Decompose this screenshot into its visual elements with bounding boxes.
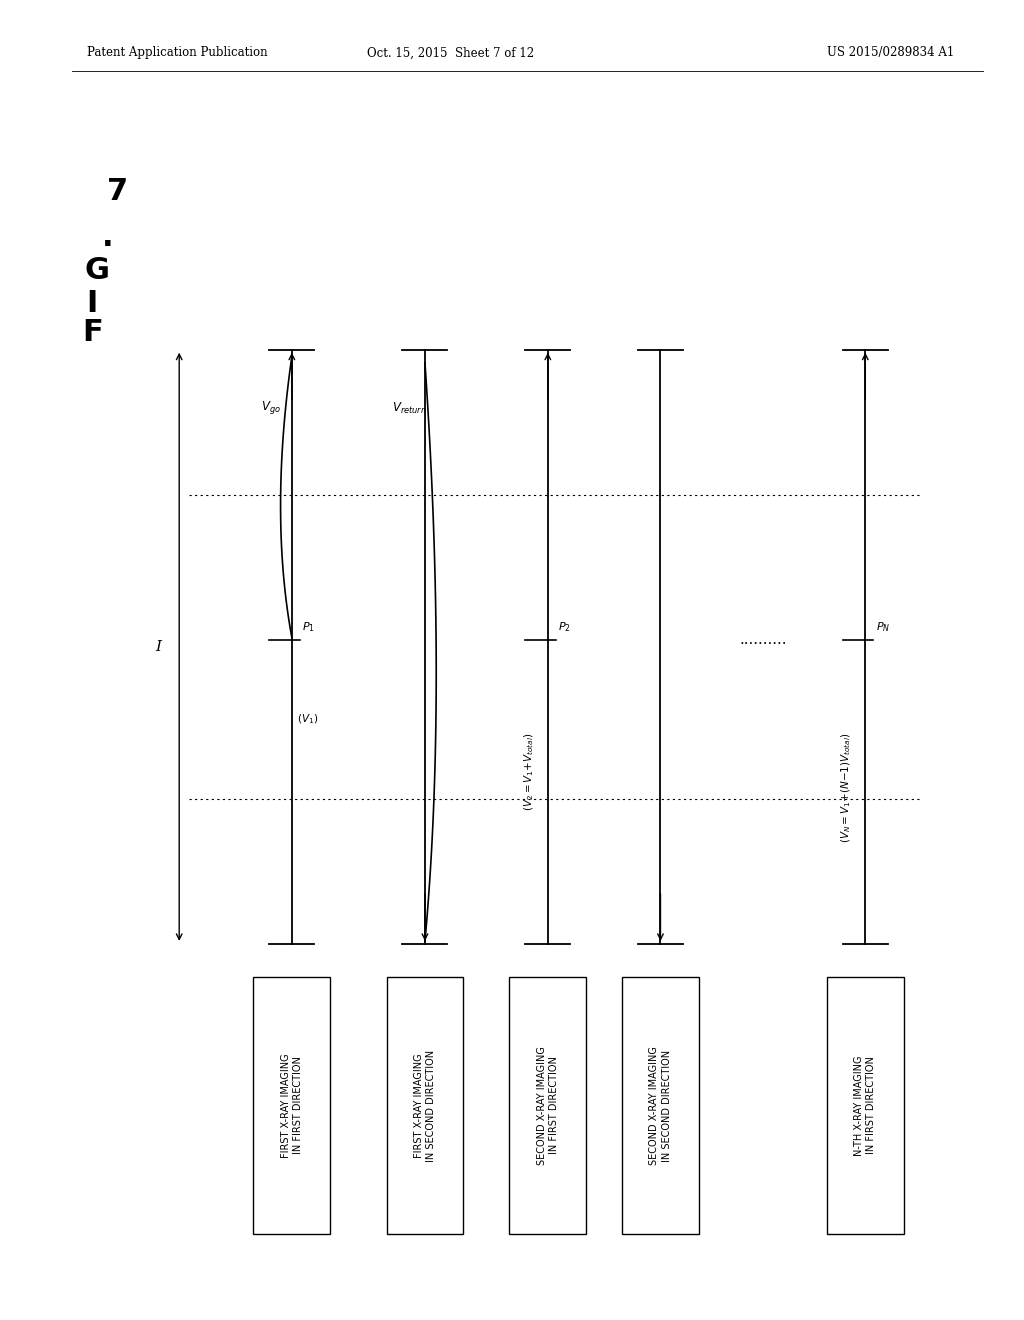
- Text: F: F: [82, 318, 102, 347]
- Text: $V_{go}$: $V_{go}$: [261, 399, 282, 416]
- Bar: [510, 977, 586, 1234]
- Text: $(V_1)$: $(V_1)$: [297, 713, 318, 726]
- Text: G: G: [85, 256, 110, 285]
- Text: $V_{return}$: $V_{return}$: [392, 401, 427, 416]
- Text: $(V_2{=}V_1{+}V_{total})$: $(V_2{=}V_1{+}V_{total})$: [522, 733, 536, 812]
- Text: US 2015/0289834 A1: US 2015/0289834 A1: [827, 46, 954, 59]
- Bar: [623, 977, 698, 1234]
- Text: $P_N$: $P_N$: [876, 620, 890, 634]
- Text: .: .: [101, 223, 114, 252]
- Text: Patent Application Publication: Patent Application Publication: [87, 46, 267, 59]
- Bar: [827, 977, 903, 1234]
- Text: Oct. 15, 2015  Sheet 7 of 12: Oct. 15, 2015 Sheet 7 of 12: [367, 46, 535, 59]
- Text: 7: 7: [108, 177, 128, 206]
- Text: SECOND X-RAY IMAGING
IN FIRST DIRECTION: SECOND X-RAY IMAGING IN FIRST DIRECTION: [537, 1045, 559, 1166]
- Text: $P_1$: $P_1$: [302, 620, 315, 634]
- Text: SECOND X-RAY IMAGING
IN SECOND DIRECTION: SECOND X-RAY IMAGING IN SECOND DIRECTION: [649, 1045, 672, 1166]
- Text: $P_2$: $P_2$: [558, 620, 571, 634]
- Bar: [253, 977, 330, 1234]
- Text: $(V_N{=}V_1{+}(N{-}1)V_{total})$: $(V_N{=}V_1{+}(N{-}1)V_{total})$: [840, 733, 853, 843]
- Text: N-TH X-RAY IMAGING
IN FIRST DIRECTION: N-TH X-RAY IMAGING IN FIRST DIRECTION: [854, 1055, 877, 1156]
- Bar: [387, 977, 463, 1234]
- Text: FIRST X-RAY IMAGING
IN FIRST DIRECTION: FIRST X-RAY IMAGING IN FIRST DIRECTION: [281, 1053, 303, 1158]
- Text: I: I: [156, 640, 162, 653]
- Text: FIRST X-RAY IMAGING
IN SECOND DIRECTION: FIRST X-RAY IMAGING IN SECOND DIRECTION: [414, 1049, 436, 1162]
- Text: ..........: ..........: [739, 634, 786, 647]
- Text: I: I: [86, 289, 98, 318]
